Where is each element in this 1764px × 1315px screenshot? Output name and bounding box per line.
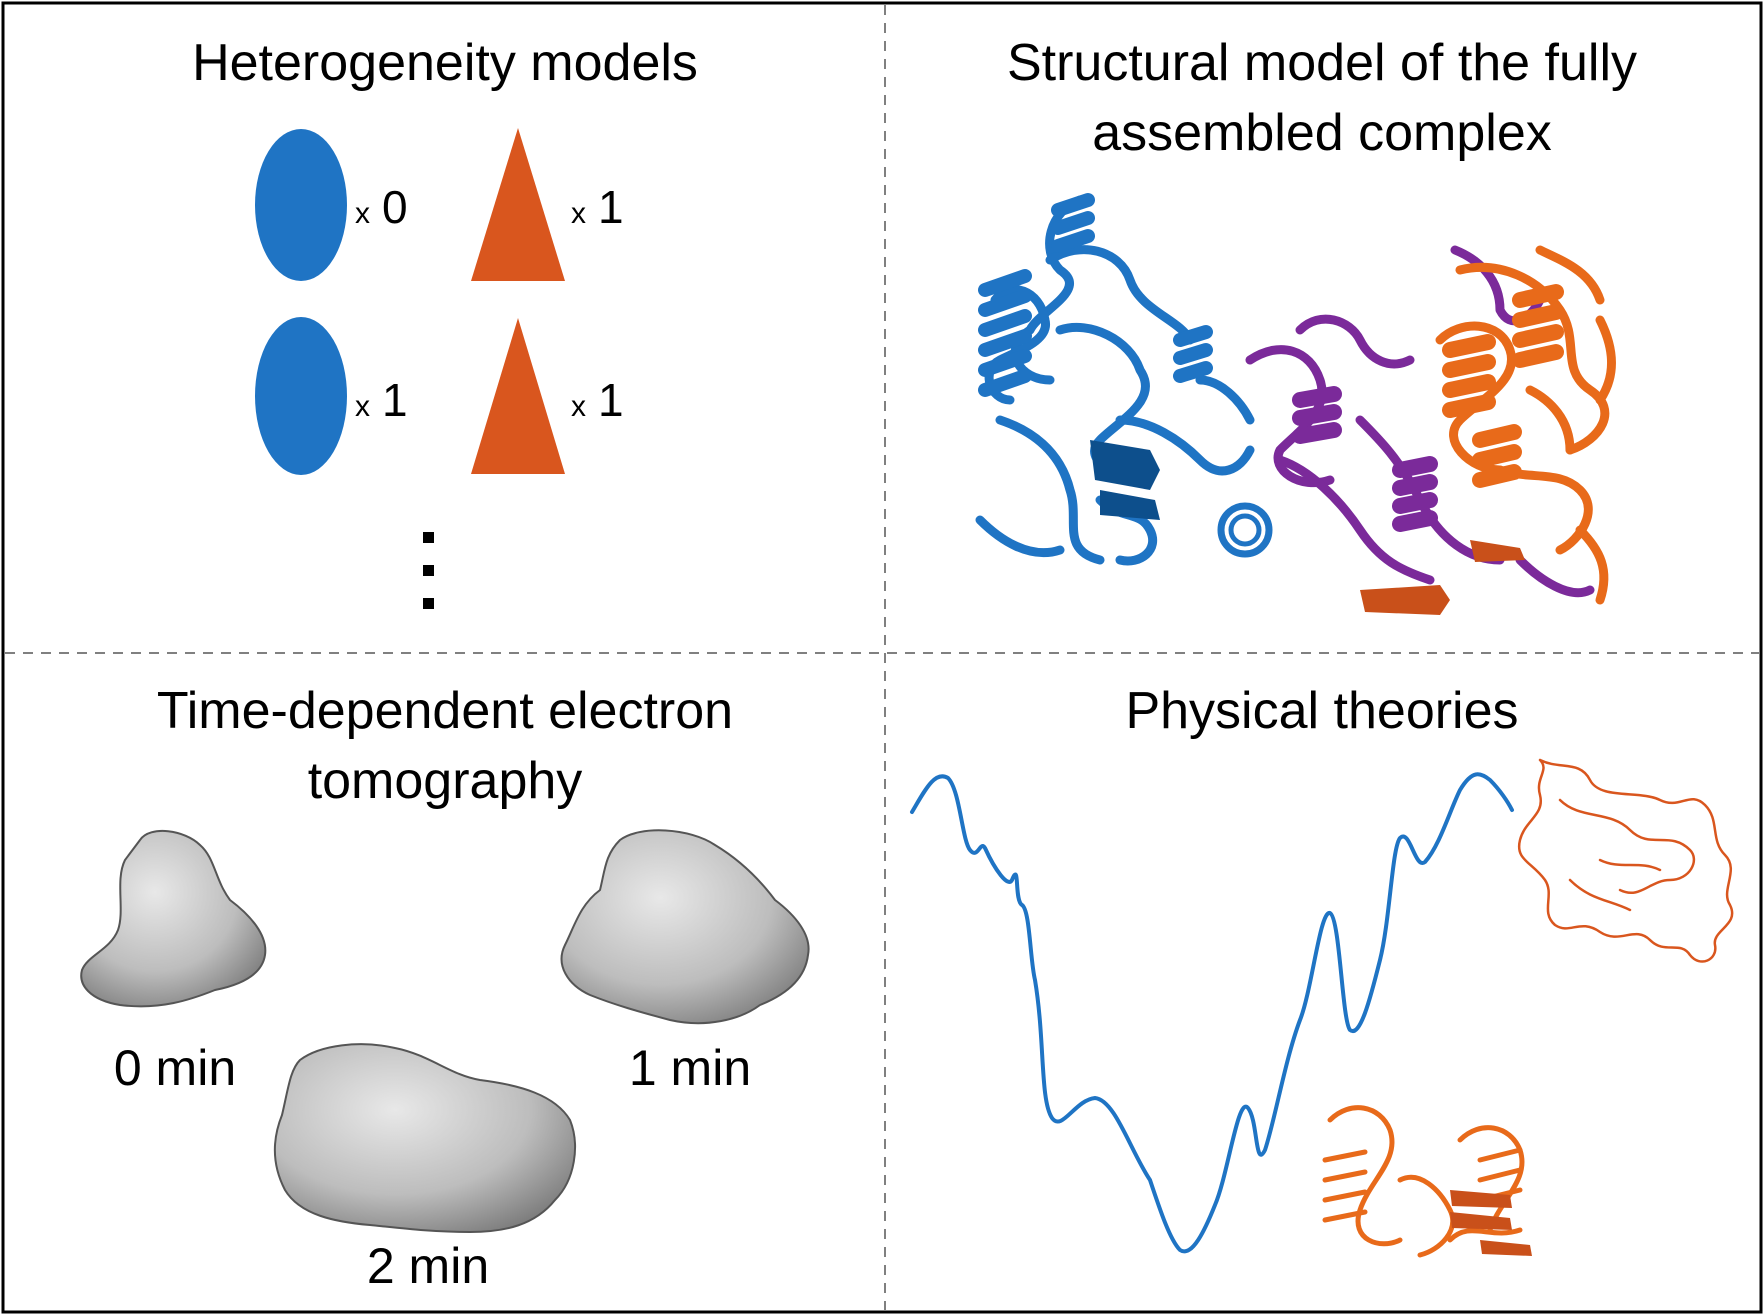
multiplier-symbol: x	[571, 390, 586, 423]
physical-title: Physical theories	[1125, 682, 1519, 740]
time-label-1min: 1 min	[628, 1040, 752, 1096]
blue-ellipse-shape	[255, 129, 347, 281]
protein-ribbon-blue	[975, 195, 1255, 566]
ellipsis-dot	[423, 565, 434, 576]
multiplier-symbol: x	[355, 390, 370, 423]
protein-helix-blue	[978, 193, 1213, 397]
orange-triangle-shape	[471, 128, 565, 281]
structural-title: Structural model of the fully assembled …	[1006, 34, 1638, 162]
protein-sheet-orange	[1360, 540, 1525, 615]
ellipsis-dot	[423, 598, 434, 609]
time-label-2min: 2 min	[366, 1238, 490, 1294]
protein-sheet-darkblue	[1090, 440, 1160, 520]
orange-triangle-shape	[471, 318, 565, 474]
folded-protein	[1322, 1105, 1525, 1258]
multiplier-symbol: x	[355, 197, 370, 230]
heterogeneity-title: Heterogeneity models	[192, 34, 698, 92]
multiplier-symbol: x	[571, 197, 586, 230]
energy-landscape-curve	[910, 772, 1514, 1254]
protein-helix-end-blue	[1217, 502, 1273, 558]
tomogram-0min	[80, 829, 267, 1008]
tomography-title: Time-dependent electron tomography	[156, 682, 734, 810]
ellipsis-dot	[423, 532, 434, 543]
protein-ribbon-orange	[1435, 245, 1617, 605]
time-label-0min: 0 min	[113, 1040, 237, 1096]
folded-protein-sheets	[1450, 1190, 1532, 1256]
tomogram-2min	[273, 1043, 576, 1234]
tomogram-1min	[560, 829, 810, 1025]
unfolded-protein	[1517, 758, 1734, 963]
blue-ellipse-shape	[255, 317, 347, 475]
protein-helix-purple	[1292, 386, 1438, 532]
protein-helix-orange	[1442, 284, 1564, 488]
